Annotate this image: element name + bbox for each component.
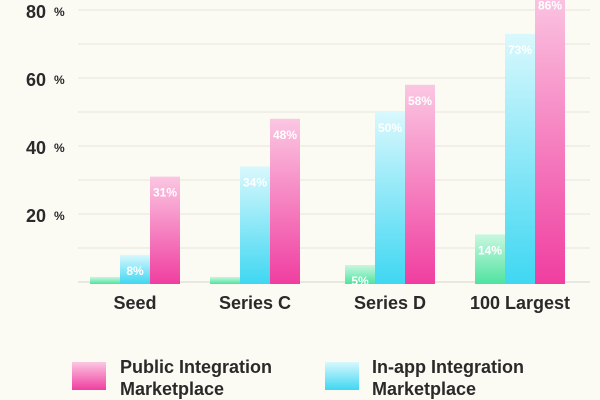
x-tick-label: 100 Largest xyxy=(470,293,570,313)
y-tick-label: 60 xyxy=(26,70,46,90)
bar-value-label: 14% xyxy=(478,243,502,257)
bar-value-label: 58% xyxy=(408,94,432,108)
y-tick-unit: % xyxy=(54,5,65,19)
y-tick-label: 40 xyxy=(26,138,46,158)
y-tick-unit: % xyxy=(54,209,65,223)
bar xyxy=(505,33,535,284)
bar xyxy=(535,0,565,284)
bar xyxy=(240,166,270,284)
y-axis: 20 % 40 % 60 % 80% xyxy=(26,2,65,226)
bar xyxy=(475,234,505,284)
bar xyxy=(345,265,375,284)
bar xyxy=(90,276,120,284)
y-tick-label: 80 xyxy=(26,2,46,22)
bar xyxy=(120,254,150,284)
bar-value-label: 31% xyxy=(153,186,177,200)
bar-value-label: 34% xyxy=(243,175,267,189)
legend-swatch xyxy=(325,362,359,390)
x-tick-label: Series C xyxy=(219,293,291,313)
legend-label: Public Integration xyxy=(120,357,272,377)
bar xyxy=(375,112,405,284)
legend-swatch xyxy=(72,362,106,390)
bar-value-label: 48% xyxy=(273,128,297,142)
y-tick-unit: % xyxy=(54,73,65,87)
bar xyxy=(405,84,435,284)
bar-value-label: 50% xyxy=(378,121,402,135)
x-axis: Seed Series C Series D 100 Largest xyxy=(113,293,570,313)
bar-value-label: 86% xyxy=(538,0,562,13)
legend-label: Marketplace xyxy=(372,379,476,399)
bar xyxy=(210,276,240,284)
bar-value-label: 5% xyxy=(351,274,369,288)
bar-value-label: 8% xyxy=(126,264,144,278)
bar xyxy=(270,118,300,284)
legend-label: Marketplace xyxy=(120,379,224,399)
y-tick-label: 20 xyxy=(26,206,46,226)
bars: 5% 14% 8% 34% 50% 73% 31% 48% 58% 86% xyxy=(90,0,565,288)
y-tick-unit: % xyxy=(54,141,65,155)
bar-value-label: 73% xyxy=(508,43,532,57)
x-tick-label: Seed xyxy=(113,293,156,313)
legend-label: In-app Integration xyxy=(372,357,524,377)
bar xyxy=(150,176,180,284)
x-tick-label: Series D xyxy=(354,293,426,313)
